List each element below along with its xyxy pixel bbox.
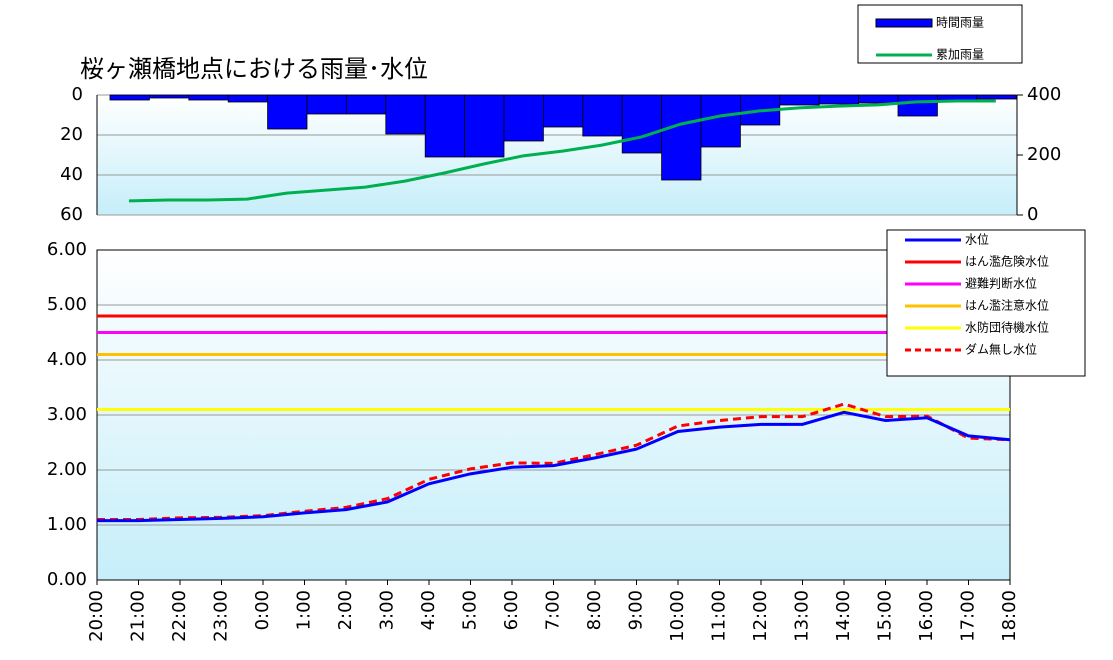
y-tick-label: 20 — [60, 124, 83, 145]
x-tick-label: 9:00 — [626, 590, 647, 630]
x-tick-label: 1:00 — [294, 590, 315, 630]
bar — [464, 94, 505, 158]
y-tick-label: 3.00 — [47, 404, 87, 425]
x-tick-label: 4:00 — [418, 590, 439, 630]
x-tick-label: 6:00 — [501, 590, 522, 630]
bar — [385, 94, 426, 135]
y-tick-label: 6.00 — [47, 239, 87, 260]
bar — [503, 94, 544, 142]
bar — [267, 94, 308, 130]
chart-title: 桜ヶ瀬橋地点における雨量･水位 — [80, 55, 428, 83]
x-tick-label: 14:00 — [833, 590, 854, 642]
x-tick-label: 10:00 — [667, 590, 688, 642]
x-tick-label: 17:00 — [958, 590, 979, 642]
plot-frame — [96, 249, 1011, 581]
y2-tick-label: 0 — [1027, 204, 1038, 225]
x-tick-label: 2:00 — [335, 590, 356, 630]
bar — [779, 94, 820, 106]
legend-label: はん濫危険水位 — [965, 254, 1049, 269]
y-tick-label: 5.00 — [47, 294, 87, 315]
bar — [227, 94, 268, 103]
x-tick-label: 22:00 — [169, 590, 190, 642]
bar — [345, 94, 387, 115]
legend-label: 避難判断水位 — [965, 276, 1037, 291]
x-tick-label: 3:00 — [377, 590, 398, 630]
bar — [700, 94, 741, 148]
bar — [897, 94, 938, 117]
legend-label: 時間雨量 — [936, 16, 984, 30]
legend-label: 水防団待機水位 — [965, 320, 1049, 335]
y-tick-label: 0 — [72, 84, 83, 105]
bar — [188, 94, 229, 101]
x-tick-label: 13:00 — [792, 590, 813, 642]
bar — [937, 94, 978, 101]
bar — [621, 94, 663, 154]
legend-label: 水位 — [965, 232, 989, 247]
bar — [818, 94, 860, 105]
bar — [306, 94, 347, 115]
x-tick-label: 11:00 — [709, 590, 730, 642]
cumulative-line — [128, 99, 996, 203]
x-tick-label: 15:00 — [875, 590, 896, 642]
x-tick-label: 23:00 — [211, 590, 232, 642]
legend-label: 累加雨量 — [936, 48, 984, 62]
legend-box — [886, 229, 1086, 377]
bar — [109, 94, 150, 101]
x-tick-label: 0:00 — [252, 590, 273, 630]
y2-tick-label: 400 — [1027, 84, 1061, 105]
x-tick-label: 7:00 — [543, 590, 564, 630]
x-tick-label: 5:00 — [460, 590, 481, 630]
bar — [543, 94, 584, 128]
x-tick-label: 12:00 — [750, 590, 771, 642]
y-tick-label: 4.00 — [47, 349, 87, 370]
legend-box — [857, 4, 1023, 64]
series-line — [97, 410, 1011, 523]
bar — [661, 94, 702, 181]
x-tick-label: 16:00 — [916, 590, 937, 642]
x-tick-label: 20:00 — [86, 590, 107, 642]
legend-label: はん濫注意水位 — [965, 298, 1049, 313]
y-tick-label: 1.00 — [47, 514, 87, 535]
bar — [858, 94, 899, 104]
legend-swatch — [875, 18, 933, 28]
bar — [424, 94, 466, 158]
x-tick-label: 18:00 — [999, 590, 1020, 642]
y-tick-label: 0.00 — [47, 569, 87, 590]
legend-label: ダム無し水位 — [965, 342, 1037, 357]
y-tick-label: 2.00 — [47, 459, 87, 480]
x-tick-label: 8:00 — [584, 590, 605, 630]
x-tick-label: 21:00 — [128, 590, 149, 642]
y-tick-label: 40 — [60, 164, 83, 185]
bar — [582, 94, 623, 137]
y-tick-label: 60 — [60, 204, 83, 225]
bar — [148, 94, 190, 99]
y2-tick-label: 200 — [1027, 144, 1061, 165]
bar — [976, 94, 1017, 100]
